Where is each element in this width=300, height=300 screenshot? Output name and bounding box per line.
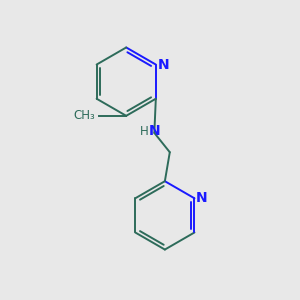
- Text: N: N: [148, 124, 160, 138]
- Text: CH₃: CH₃: [74, 109, 96, 122]
- Text: N: N: [196, 191, 208, 205]
- Text: H: H: [140, 125, 149, 138]
- Text: N: N: [158, 58, 169, 71]
